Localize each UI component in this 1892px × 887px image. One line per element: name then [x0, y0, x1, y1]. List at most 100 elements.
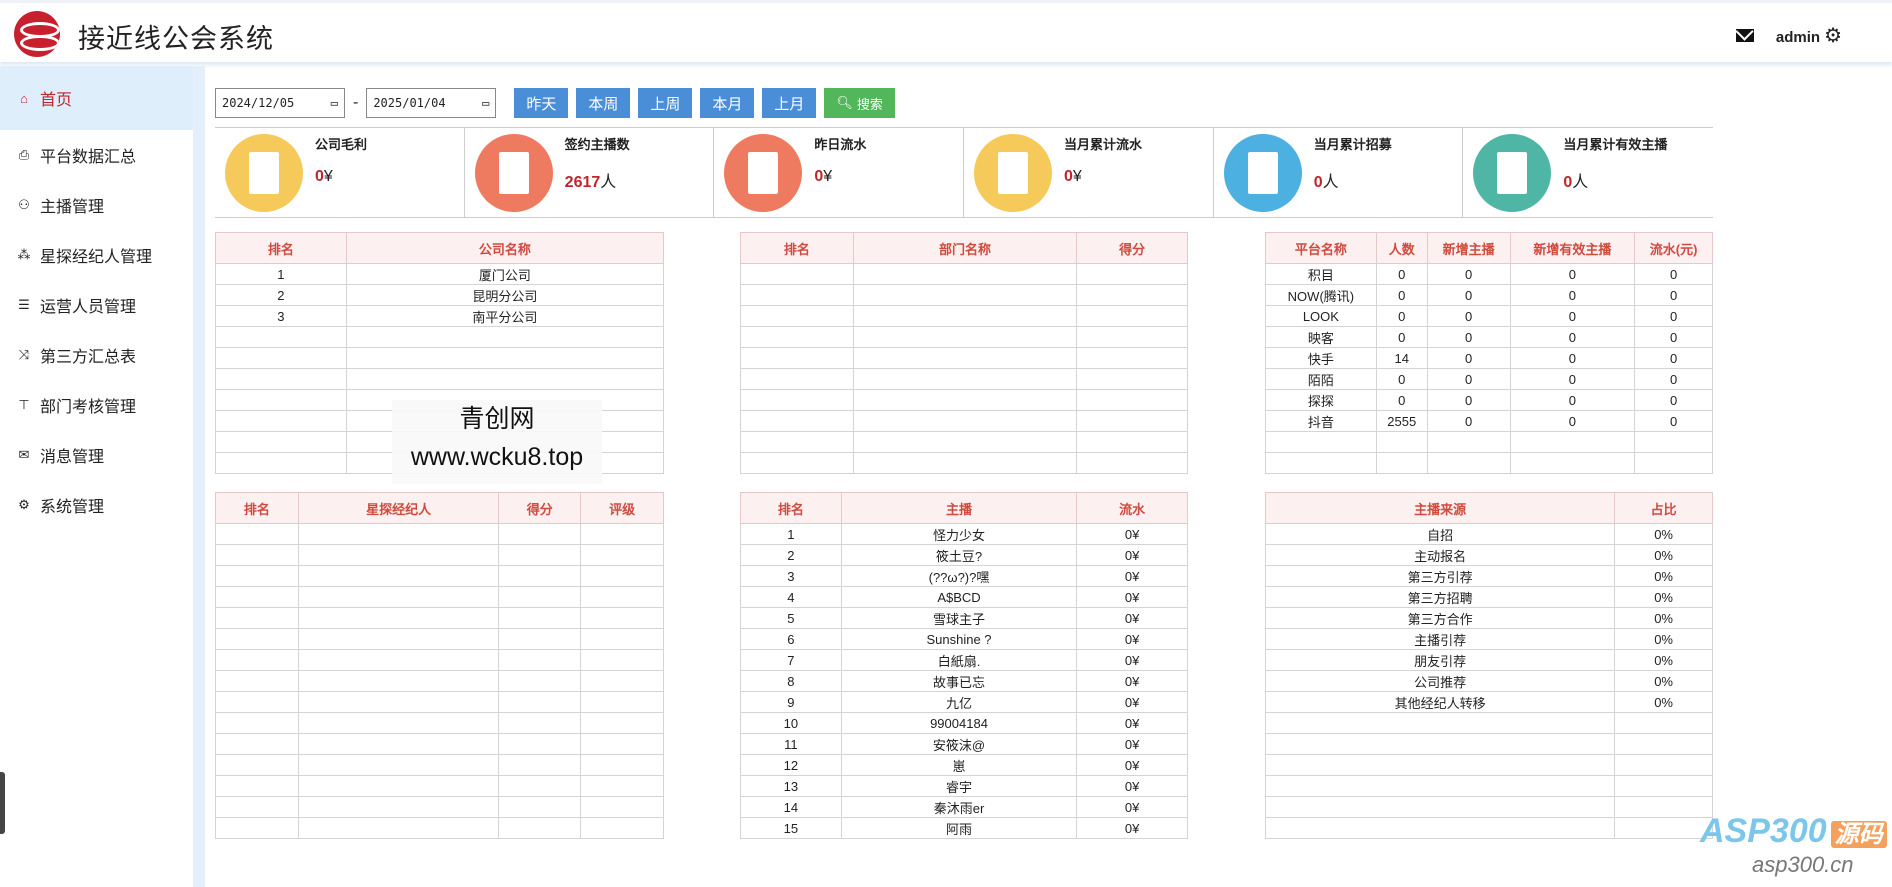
table-cell: 0¥ — [1076, 733, 1188, 755]
column-header[interactable]: 评级 — [580, 492, 664, 524]
column-header[interactable]: 占比 — [1614, 492, 1713, 524]
table-cell: 0 — [1634, 263, 1713, 285]
column-header[interactable]: 主播来源 — [1264, 492, 1616, 524]
table-cell — [1264, 712, 1616, 734]
table-cell — [740, 263, 854, 285]
column-header[interactable]: 新增主播 — [1426, 232, 1511, 264]
table-cell — [852, 263, 1078, 285]
sidebar-item-7[interactable]: ✉ 消息管理 — [0, 430, 193, 480]
column-header[interactable]: 得分 — [1076, 232, 1188, 264]
table-row: 2 昆明分公司 — [215, 284, 665, 306]
this-week-button[interactable]: 本周 — [576, 88, 631, 118]
table-cell — [297, 607, 500, 629]
table-cell: 昆明分公司 — [345, 284, 665, 306]
table-cell: 故事已忘 — [840, 670, 1078, 692]
stat-unit: 人 — [600, 174, 617, 191]
this-month-button[interactable]: 本月 — [700, 88, 755, 118]
table-row — [1264, 733, 1713, 755]
sidebar-item-4[interactable]: ☰ 运营人员管理 — [0, 280, 193, 330]
yesterday-button[interactable]: 昨天 — [514, 88, 569, 118]
table-cell — [580, 628, 664, 650]
table-cell: 12 — [740, 754, 842, 776]
table-cell: 15 — [740, 817, 842, 839]
column-header[interactable]: 排名 — [215, 492, 299, 524]
stat-card: 签约主播数 2617人 — [465, 128, 715, 217]
column-header[interactable]: 得分 — [498, 492, 582, 524]
table-cell: LOOK — [1265, 305, 1377, 327]
column-header[interactable]: 部门名称 — [852, 232, 1078, 264]
sidebar-item-2[interactable]: ⚇ 主播管理 — [0, 180, 193, 230]
table-cell: 0% — [1614, 586, 1713, 608]
user-menu[interactable]: admin ⚙ — [1776, 23, 1842, 48]
bar-chart-icon — [724, 134, 803, 212]
table-cell: 其他经纪人转移 — [1264, 691, 1616, 713]
sidebar-item-label: 部门考核管理 — [40, 399, 137, 416]
column-header[interactable]: 排名 — [740, 232, 854, 264]
table-cell: 第三方合作 — [1264, 607, 1616, 629]
table-row — [215, 368, 665, 390]
table-cell — [1264, 796, 1616, 818]
table-cell: 0 — [1426, 347, 1511, 369]
sidebar-item-8[interactable]: ⚙ 系统管理 — [0, 480, 193, 530]
table-cell — [1264, 775, 1616, 797]
column-header[interactable]: 人数 — [1375, 232, 1428, 264]
calendar-icon[interactable]: ▭ — [482, 96, 490, 110]
column-header[interactable]: 排名 — [740, 492, 842, 524]
table-row — [215, 754, 664, 776]
sidebar-item-5[interactable]: ⤨ 第三方汇总表 — [0, 330, 193, 380]
sidebar-item-1[interactable]: ⎙ 平台数据汇总 — [0, 130, 193, 180]
column-header[interactable]: 平台名称 — [1265, 232, 1377, 264]
table-cell — [215, 796, 299, 818]
table-row: 3 (??ω?)?嘿 0¥ — [740, 565, 1188, 587]
mail-icon[interactable] — [1735, 29, 1754, 42]
table-cell: 2 — [215, 284, 347, 306]
gear-icon[interactable]: ⚙ — [1824, 25, 1842, 47]
calendar-icon[interactable]: ▭ — [330, 96, 338, 110]
table-cell — [498, 523, 582, 545]
table-row — [740, 389, 1188, 411]
table-cell: 8 — [740, 670, 842, 692]
table-cell: 0 — [1509, 368, 1636, 390]
table-cell: 9 — [740, 691, 842, 713]
stat-unit: 人 — [1322, 174, 1339, 191]
column-header[interactable]: 星探经纪人 — [297, 492, 500, 524]
table-cell — [498, 796, 582, 818]
table-cell — [215, 368, 347, 390]
table-cell — [1426, 431, 1511, 453]
start-date-input[interactable]: 2024/12/05 ▭ — [215, 88, 345, 118]
sidebar-item-3[interactable]: ⁂ 星探经纪人管理 — [0, 230, 193, 280]
column-header[interactable]: 排名 — [215, 232, 347, 264]
column-header[interactable]: 流水(元) — [1634, 232, 1713, 264]
side-handle[interactable] — [0, 772, 5, 834]
table-cell — [498, 544, 582, 566]
table-cell: 11 — [740, 733, 842, 755]
sidebar-item-0[interactable]: ⌂ 首页 — [0, 66, 193, 130]
column-header[interactable]: 新增有效主播 — [1509, 232, 1636, 264]
sidebar-item-6[interactable]: ⊤ 部门考核管理 — [0, 380, 193, 430]
table-cell: 0¥ — [1076, 817, 1188, 839]
stat-cards: 公司毛利 0¥ 签约主播数 2617人 昨日流水 0¥ 当月累计流水 0¥ 当月累计招募 0人 当月… — [215, 127, 1713, 218]
table-cell — [580, 817, 664, 839]
column-header[interactable]: 流水 — [1076, 492, 1188, 524]
table-cell: 主播引荐 — [1264, 628, 1616, 650]
table-cell: 陌陌 — [1265, 368, 1377, 390]
table-cell: 主动报名 — [1264, 544, 1616, 566]
table-cell — [498, 670, 582, 692]
table-cell: 0% — [1614, 628, 1713, 650]
table-cell — [852, 410, 1078, 432]
column-header[interactable]: 主播 — [840, 492, 1078, 524]
table-cell — [215, 775, 299, 797]
table-cell — [215, 523, 299, 545]
table-cell: 0% — [1614, 649, 1713, 671]
last-week-button[interactable]: 上周 — [638, 88, 693, 118]
column-header[interactable]: 公司名称 — [345, 232, 665, 264]
table-header-row: 平台名称 人数 新增主播 新增有效主播 流水(元) — [1265, 232, 1713, 264]
table-cell — [1426, 452, 1511, 474]
last-month-button[interactable]: 上月 — [762, 88, 817, 118]
end-date-input[interactable]: 2025/01/04 ▭ — [366, 88, 497, 118]
table-cell — [580, 607, 664, 629]
table-cell: 怪力少女 — [840, 523, 1078, 545]
search-button[interactable]: 🔍︎ 搜索 — [824, 88, 895, 118]
table-row: 14 秦沐雨er 0¥ — [740, 796, 1188, 818]
table-cell: 0¥ — [1076, 649, 1188, 671]
